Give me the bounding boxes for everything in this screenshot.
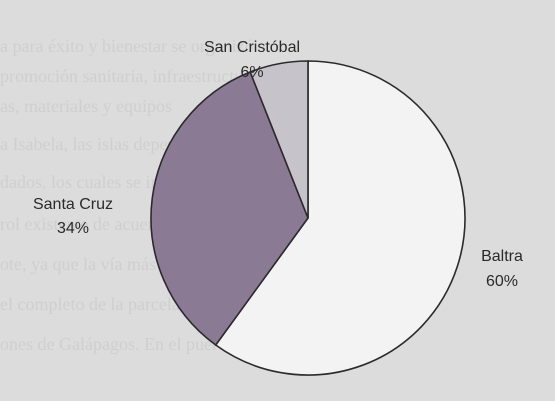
label-santa-cruz-name: Santa Cruz [33,196,113,213]
svg-text:promoción sanitaria, infraestr: promoción sanitaria, infraestructura [0,66,257,86]
label-san-cristobal-pct: 6% [240,64,263,81]
svg-text:ones de Galápagos. En el puert: ones de Galápagos. En el puerto [0,334,232,354]
svg-text:as, materiales y equipos: as, materiales y equipos [0,96,172,116]
label-santa-cruz-pct: 34% [57,220,89,237]
pie-slice-baltra [214,60,466,376]
label-baltra-pct: 60% [486,273,518,290]
label-baltra-name: Baltra [481,248,523,265]
pie-slices [150,60,466,376]
pie-slice-santa-cruz [150,70,309,347]
label-san-cristobal-name: San Cristóbal [204,39,300,56]
svg-text:a para éxito y bienestar se or: a para éxito y bienestar se organizó [0,36,254,56]
pie-labels: San Cristóbal 6% Santa Cruz 34% Baltra 6… [33,39,523,290]
pie-slice-san-crist-bal [249,60,309,219]
